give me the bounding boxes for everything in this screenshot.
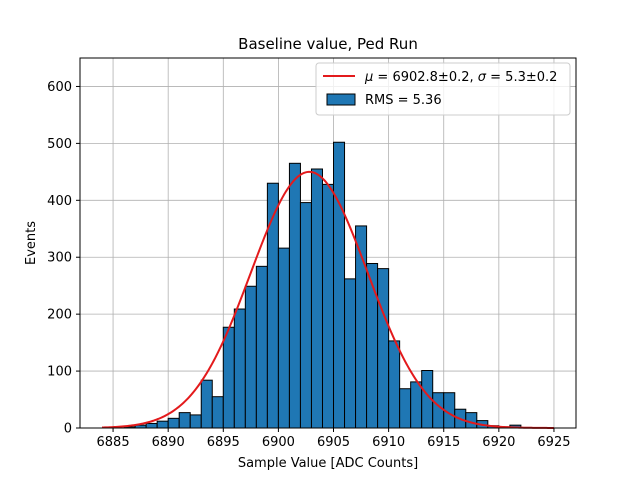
y-tick-label: 500 — [47, 137, 72, 152]
x-tick-label: 6900 — [262, 435, 295, 450]
x-tick-label: 6885 — [97, 435, 130, 450]
legend-mu-value: = 6902.8±0.2, — [373, 70, 477, 85]
histogram-bar — [178, 412, 191, 429]
legend-fit-label: μ = 6902.8±0.2, σ = 5.3±0.2 — [364, 70, 557, 85]
histogram-bar — [244, 285, 257, 429]
legend-sigma-symbol: σ — [478, 70, 487, 85]
histogram-bar — [266, 182, 279, 429]
plot-frame — [79, 57, 577, 429]
legend-rms-label: RMS = 5.36 — [365, 93, 442, 108]
histogram-bar — [388, 340, 401, 429]
x-tick-label: 6910 — [372, 435, 405, 450]
histogram-bar — [145, 422, 158, 429]
y-tick-label: 600 — [47, 80, 72, 95]
histogram-bar — [344, 278, 357, 429]
x-tick-label: 6890 — [152, 435, 185, 450]
legend-bar-swatch — [326, 93, 356, 106]
histogram-bar — [255, 265, 268, 429]
histogram-bar — [377, 268, 390, 429]
histogram-bar — [310, 168, 323, 429]
histogram-bar — [432, 392, 445, 429]
y-tick-label: 100 — [47, 365, 72, 380]
chart-title: Baseline value, Ped Run — [238, 35, 418, 53]
fit-curve — [102, 170, 554, 429]
legend: μ = 6902.8±0.2, σ = 5.3±0.2 RMS = 5.36 — [315, 62, 571, 116]
legend-mu-symbol: μ — [364, 70, 373, 85]
y-axis-label: Events — [24, 221, 39, 265]
histogram-bar — [156, 420, 169, 429]
histogram-bar — [465, 412, 478, 429]
y-tick-label: 400 — [47, 194, 72, 209]
histogram-bar — [189, 414, 202, 429]
x-tick-label: 6895 — [207, 435, 240, 450]
x-tick-label: 6905 — [317, 435, 350, 450]
x-tick-label: 6920 — [482, 435, 515, 450]
y-tick-label: 200 — [47, 308, 72, 323]
y-tick-label: 300 — [47, 251, 72, 266]
y-tick-label: 0 — [64, 422, 72, 437]
legend-box — [315, 62, 571, 116]
histogram-bar — [399, 388, 412, 429]
histogram-bar — [200, 379, 213, 429]
histogram-bar — [299, 202, 312, 429]
histogram-bar — [321, 183, 335, 429]
histogram-bar — [333, 141, 346, 429]
histogram-bar — [222, 326, 235, 429]
x-axis-label: Sample Value [ADC Counts] — [238, 456, 418, 471]
histogram-bar — [167, 417, 180, 429]
histogram-bar — [211, 396, 224, 429]
histogram-bar — [410, 381, 423, 429]
axis-ticks: 6885 6890 6895 6900 6905 6910 6915 6920 6925 0 100… — [47, 80, 570, 450]
x-tick-label: 6925 — [537, 435, 570, 450]
histogram-bar — [233, 308, 246, 429]
histogram-bar — [366, 262, 379, 429]
histogram-bar — [277, 247, 290, 429]
x-tick-label: 6915 — [427, 435, 460, 450]
histogram-bar — [288, 162, 301, 429]
fit-curve-layer — [102, 170, 554, 429]
legend-sigma-value: = 5.3±0.2 — [486, 70, 557, 85]
